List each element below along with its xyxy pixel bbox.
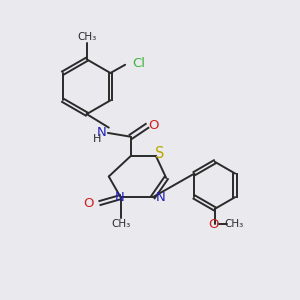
Text: CH₃: CH₃ (224, 220, 243, 230)
Text: O: O (148, 119, 159, 132)
Text: CH₃: CH₃ (111, 219, 130, 229)
Text: O: O (208, 218, 219, 231)
Text: N: N (115, 191, 124, 205)
Text: N: N (155, 191, 165, 205)
Text: O: O (83, 197, 94, 210)
Text: H: H (93, 134, 101, 144)
Text: Cl: Cl (133, 57, 146, 70)
Text: S: S (155, 146, 164, 161)
Text: CH₃: CH₃ (77, 32, 96, 42)
Text: N: N (97, 126, 107, 140)
